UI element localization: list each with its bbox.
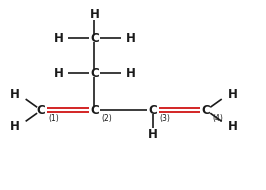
Text: H: H xyxy=(125,67,135,80)
Text: (3): (3) xyxy=(160,114,171,123)
Text: H: H xyxy=(227,120,237,133)
Text: C: C xyxy=(202,104,210,117)
Text: C: C xyxy=(149,104,157,117)
Text: H: H xyxy=(10,120,20,133)
Text: H: H xyxy=(125,32,135,44)
Text: H: H xyxy=(89,8,99,21)
Text: (4): (4) xyxy=(213,114,224,123)
Text: (1): (1) xyxy=(48,114,59,123)
Text: C: C xyxy=(90,67,99,80)
Text: C: C xyxy=(37,104,45,117)
Text: H: H xyxy=(53,67,64,80)
Text: H: H xyxy=(53,32,64,44)
Text: (2): (2) xyxy=(101,114,112,123)
Text: H: H xyxy=(10,88,20,101)
Text: C: C xyxy=(90,32,99,44)
Text: H: H xyxy=(148,128,158,141)
Text: C: C xyxy=(90,104,99,117)
Text: H: H xyxy=(227,88,237,101)
